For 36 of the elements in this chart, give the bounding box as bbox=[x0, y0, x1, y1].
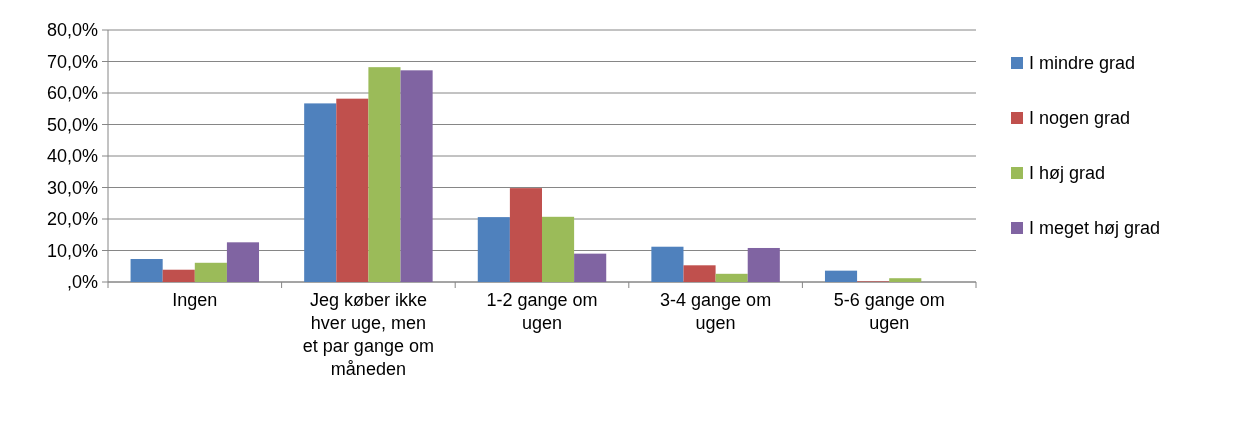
y-tick-label: 60,0% bbox=[46, 83, 98, 104]
legend-label: I nogen grad bbox=[1029, 108, 1131, 129]
y-tick-label: 30,0% bbox=[46, 177, 98, 198]
bar bbox=[715, 273, 748, 282]
bar bbox=[889, 278, 922, 282]
bar bbox=[651, 246, 684, 282]
x-tick-label: Jeg køber ikke hver uge, men et par gange om måneden bbox=[302, 290, 434, 379]
x-tick-label: 3-4 gange om ugen bbox=[660, 290, 772, 333]
bar bbox=[574, 253, 607, 282]
bar bbox=[162, 269, 195, 282]
bar bbox=[683, 265, 716, 282]
bar bbox=[226, 242, 260, 282]
bar bbox=[542, 216, 575, 282]
y-tick-label: 10,0% bbox=[46, 240, 98, 261]
x-tick-label: 5-6 gange om ugen bbox=[833, 290, 945, 333]
y-tick-label: 50,0% bbox=[46, 114, 98, 135]
bar bbox=[747, 247, 780, 282]
x-tick-label: Ingen bbox=[172, 290, 218, 310]
y-tick-label: 20,0% bbox=[46, 209, 98, 230]
bar bbox=[336, 98, 369, 282]
legend-label: I meget høj grad bbox=[1029, 218, 1161, 239]
bar bbox=[368, 67, 401, 282]
bar bbox=[477, 217, 510, 282]
legend-label: I mindre grad bbox=[1029, 53, 1136, 74]
legend-label: I høj grad bbox=[1029, 163, 1106, 184]
bar bbox=[130, 259, 163, 282]
x-tick-label: 1-2 gange om ugen bbox=[486, 290, 598, 333]
bar bbox=[304, 103, 337, 282]
y-tick-label: 70,0% bbox=[46, 51, 98, 72]
y-tick-label: 40,0% bbox=[46, 146, 98, 167]
y-tick-label: ,0% bbox=[66, 272, 98, 293]
bar bbox=[824, 270, 858, 282]
y-tick-label: 80,0% bbox=[46, 20, 98, 41]
bar bbox=[400, 70, 433, 282]
bar bbox=[509, 188, 542, 282]
bar bbox=[194, 262, 227, 282]
